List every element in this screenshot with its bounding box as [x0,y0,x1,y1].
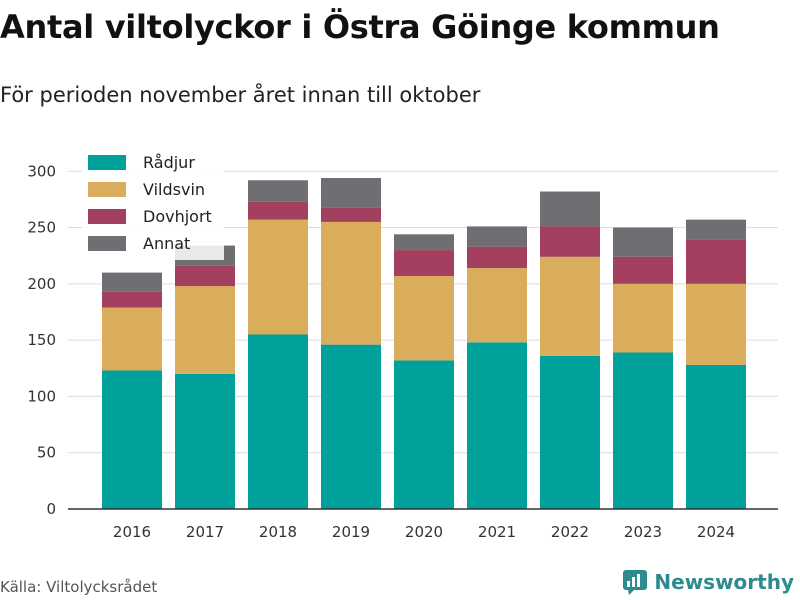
x-tick-label-2017: 2017 [186,523,224,541]
bar-annat-2016 [102,272,162,292]
bar-vildsvin-2016 [102,307,162,371]
bar-dovhjort-2021 [467,246,527,269]
newsworthy-logo-icon [623,570,648,595]
x-tick-label-2019: 2019 [332,523,370,541]
x-tick-label-2018: 2018 [259,523,297,541]
y-tick-label-50: 50 [37,444,56,462]
bar-r-djur-2017 [175,373,235,509]
bar-r-djur-2023 [613,352,673,509]
y-tick-label-0: 0 [46,500,56,518]
bar-r-djur-2024 [686,364,746,509]
chart-subtitle: För perioden november året innan till ok… [0,83,481,107]
brand-logo: Newsworthy [622,569,794,595]
x-tick-label-2023: 2023 [624,523,662,541]
stacked-bar-chart: 0 50 100 150 200 250 300 2016 2017 2018 2019 2020 20… [27,153,778,541]
bar-vildsvin-2017 [175,286,235,374]
bar-dovhjort-2018 [248,201,308,220]
bar-annat-2023 [613,227,673,257]
bar-dovhjort-2022 [540,226,600,257]
bar-annat-2019 [321,178,381,208]
legend-swatch-dovhjort [88,209,126,224]
x-tick-label-2021: 2021 [478,523,516,541]
y-tick-label-200: 200 [27,275,56,293]
y-tick-label-100: 100 [27,387,56,405]
bar-r-djur-2020 [394,360,454,509]
chart-title: Antal viltolyckor i Östra Göinge kommun [0,8,720,46]
legend-label-annat: Annat [143,234,190,253]
legend-swatch-annat [88,236,126,251]
bar-dovhjort-2023 [613,256,673,284]
legend-swatch-r-djur [88,155,126,170]
bar-vildsvin-2021 [467,268,527,343]
bar-r-djur-2016 [102,370,162,509]
legend-label-r-djur: Rådjur [143,153,195,172]
x-tick-label-2016: 2016 [113,523,151,541]
bar-vildsvin-2022 [540,256,600,356]
bar-dovhjort-2016 [102,291,162,308]
bar-dovhjort-2024 [686,239,746,284]
source-note: Källa: Viltolycksrådet [0,578,158,596]
bar-annat-2021 [467,226,527,247]
bar-annat-2018 [248,180,308,202]
legend-swatch-vildsvin [88,182,126,197]
x-tick-label-2024: 2024 [697,523,735,541]
y-tick-label-300: 300 [27,162,56,180]
bar-dovhjort-2020 [394,250,454,276]
legend-label-dovhjort: Dovhjort [143,207,212,226]
legend-label-vildsvin: Vildsvin [143,180,205,199]
bar-r-djur-2018 [248,334,308,509]
bar-vildsvin-2019 [321,221,381,345]
bar-vildsvin-2020 [394,275,454,361]
bar-annat-2024 [686,219,746,240]
bar-vildsvin-2023 [613,283,673,353]
y-tick-label-150: 150 [27,331,56,349]
bar-annat-2022 [540,191,600,227]
bar-vildsvin-2024 [686,283,746,365]
bar-dovhjort-2019 [321,207,381,222]
y-tick-label-250: 250 [27,219,56,237]
bar-r-djur-2019 [321,344,381,509]
bar-r-djur-2021 [467,342,527,509]
brand-name: Newsworthy [654,570,794,594]
x-tick-label-2022: 2022 [551,523,589,541]
bar-vildsvin-2018 [248,219,308,335]
x-tick-label-2020: 2020 [405,523,443,541]
bar-annat-2020 [394,234,454,251]
bar-dovhjort-2017 [175,265,235,287]
bar-r-djur-2022 [540,355,600,509]
